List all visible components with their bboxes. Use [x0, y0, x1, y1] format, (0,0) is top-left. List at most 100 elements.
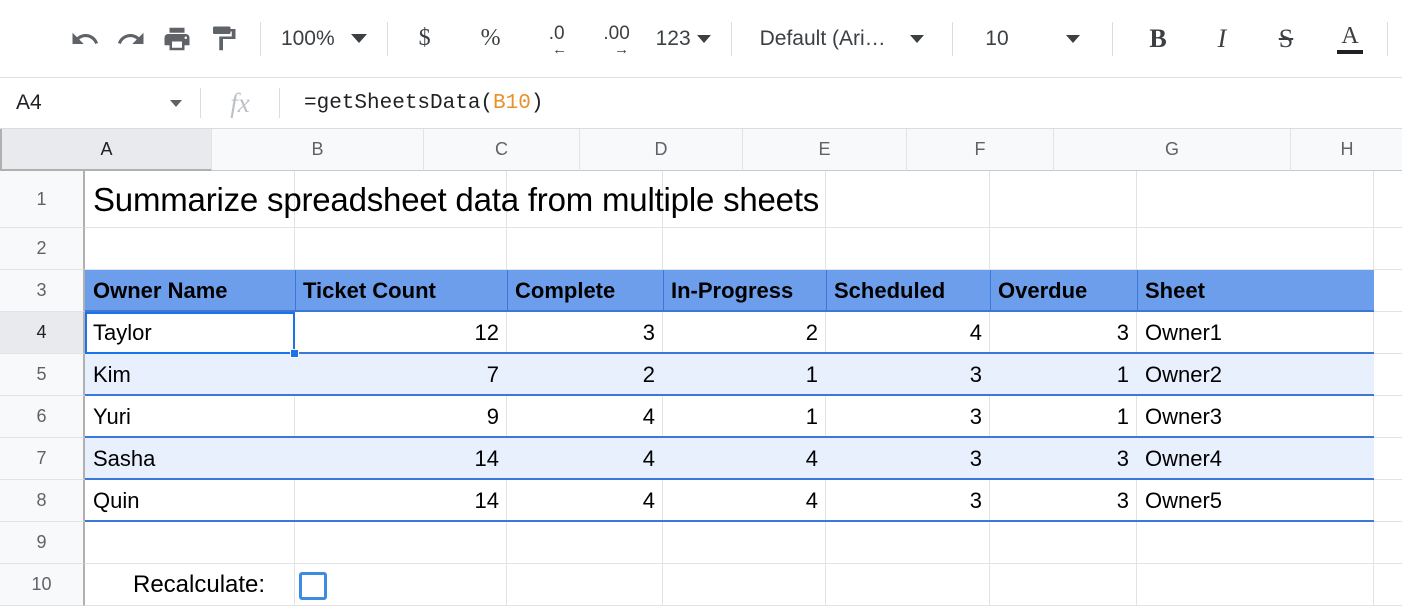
- increase-decimal-label: .00: [603, 22, 630, 44]
- cell-F2[interactable]: [990, 228, 1137, 270]
- number-format-dropdown[interactable]: 123: [650, 17, 717, 61]
- cell-D9[interactable]: [663, 522, 826, 564]
- font-size-dropdown[interactable]: 10: [967, 17, 1098, 61]
- table-cell-value: 9: [486, 404, 499, 429]
- paint-format-button[interactable]: [200, 16, 246, 62]
- increase-decimal-button[interactable]: .00 →: [594, 16, 640, 62]
- decrease-decimal-button[interactable]: .0 ←: [534, 16, 580, 62]
- row-header-2[interactable]: 2: [0, 228, 85, 270]
- cell-E9[interactable]: [826, 522, 990, 564]
- strikethrough-icon: S: [1278, 23, 1294, 53]
- italic-button[interactable]: I: [1199, 16, 1245, 62]
- column-header-d[interactable]: D: [580, 129, 743, 171]
- currency-format-button[interactable]: $: [402, 16, 448, 62]
- table-cell-value: Owner3: [1145, 404, 1223, 429]
- grid-vertical-line: [294, 171, 295, 228]
- cell-E10[interactable]: [826, 564, 990, 606]
- row-header-label: 5: [36, 364, 47, 384]
- cell-G2[interactable]: [1137, 228, 1374, 270]
- formula-prefix: =getSheetsData(: [304, 91, 494, 115]
- column-header-label: A: [100, 138, 113, 159]
- cell-F1[interactable]: [990, 171, 1137, 228]
- cell-C9[interactable]: [507, 522, 663, 564]
- fill-handle[interactable]: [290, 349, 299, 358]
- cell-E1[interactable]: [826, 171, 990, 228]
- column-header-label: H: [1340, 139, 1354, 159]
- cell-D10[interactable]: [663, 564, 826, 606]
- cell-H1[interactable]: [1374, 171, 1402, 228]
- cell-H4[interactable]: [1374, 312, 1402, 354]
- table-header-background: [85, 270, 1374, 312]
- column-header-b[interactable]: B: [212, 129, 424, 171]
- cell-D2[interactable]: [663, 228, 826, 270]
- table-cell-value: 3: [1116, 320, 1129, 345]
- text-color-button[interactable]: A: [1327, 16, 1373, 62]
- cell-H10[interactable]: [1374, 564, 1402, 606]
- percent-format-button[interactable]: %: [468, 16, 514, 62]
- cell-H2[interactable]: [1374, 228, 1402, 270]
- column-header-label: B: [311, 139, 324, 159]
- font-family-dropdown[interactable]: Default (Ari…: [746, 17, 939, 61]
- row-header-10[interactable]: 10: [0, 564, 85, 606]
- grid-vertical-line: [506, 228, 507, 270]
- cell-C2[interactable]: [507, 228, 663, 270]
- cell-B2[interactable]: [295, 228, 507, 270]
- column-header-c[interactable]: C: [424, 129, 580, 171]
- cell-F9[interactable]: [990, 522, 1137, 564]
- table-row-border: [85, 478, 1374, 480]
- row-header-3[interactable]: 3: [0, 270, 85, 312]
- cell-H9[interactable]: [1374, 522, 1402, 564]
- cell-A2[interactable]: [85, 228, 295, 270]
- cell-G9[interactable]: [1137, 522, 1374, 564]
- column-header-e[interactable]: E: [743, 129, 907, 171]
- row-header-6[interactable]: 6: [0, 396, 85, 438]
- print-button[interactable]: [154, 16, 200, 62]
- table-cell-value: Taylor: [93, 320, 152, 345]
- cell-G10[interactable]: [1137, 564, 1374, 606]
- table-row-border: [85, 310, 1374, 312]
- cell-H3[interactable]: [1374, 270, 1402, 312]
- cell-H6[interactable]: [1374, 396, 1402, 438]
- zoom-dropdown[interactable]: 100%: [275, 17, 373, 61]
- table-cell-value: 12: [474, 320, 499, 345]
- grid-vertical-line: [662, 228, 663, 270]
- grid-row: 9: [0, 522, 1402, 564]
- bold-button[interactable]: B: [1135, 16, 1181, 62]
- row-header-5[interactable]: 5: [0, 354, 85, 396]
- cell-H8[interactable]: [1374, 480, 1402, 522]
- table-cell-value: 3: [969, 404, 982, 429]
- grid-vertical-line: [294, 480, 295, 522]
- formula-input[interactable]: =getSheetsData(B10): [280, 92, 1402, 115]
- recalculate-checkbox[interactable]: [299, 572, 327, 600]
- cell-A9[interactable]: [85, 522, 295, 564]
- grid-vertical-line: [1373, 312, 1374, 354]
- table-cell-value: 3: [1116, 446, 1129, 471]
- name-box[interactable]: A4: [0, 78, 200, 128]
- grid-vertical-line: [825, 480, 826, 522]
- cell-H7[interactable]: [1374, 438, 1402, 480]
- column-header-row: A B C D E F G H: [0, 129, 1402, 171]
- cell-E2[interactable]: [826, 228, 990, 270]
- cell-B9[interactable]: [295, 522, 507, 564]
- row-header-7[interactable]: 7: [0, 438, 85, 480]
- select-all-corner[interactable]: [0, 129, 2, 171]
- row-header-9[interactable]: 9: [0, 522, 85, 564]
- cell-C10[interactable]: [507, 564, 663, 606]
- row-header-8[interactable]: 8: [0, 480, 85, 522]
- row-header-4[interactable]: 4: [0, 312, 85, 354]
- column-header-f[interactable]: F: [907, 129, 1054, 171]
- strikethrough-button[interactable]: S: [1263, 16, 1309, 62]
- grid-vertical-line: [989, 396, 990, 438]
- table-cell-value: Owner4: [1145, 446, 1223, 471]
- row-header-label: 9: [36, 532, 47, 552]
- redo-button[interactable]: [108, 16, 154, 62]
- column-header-g[interactable]: G: [1054, 129, 1291, 171]
- cell-G1[interactable]: [1137, 171, 1374, 228]
- grid-row-cells: [85, 522, 1402, 564]
- column-header-h[interactable]: H: [1291, 129, 1402, 171]
- cell-F10[interactable]: [990, 564, 1137, 606]
- cell-H5[interactable]: [1374, 354, 1402, 396]
- undo-button[interactable]: [62, 16, 108, 62]
- column-header-a[interactable]: A: [2, 129, 212, 171]
- row-header-1[interactable]: 1: [0, 171, 85, 228]
